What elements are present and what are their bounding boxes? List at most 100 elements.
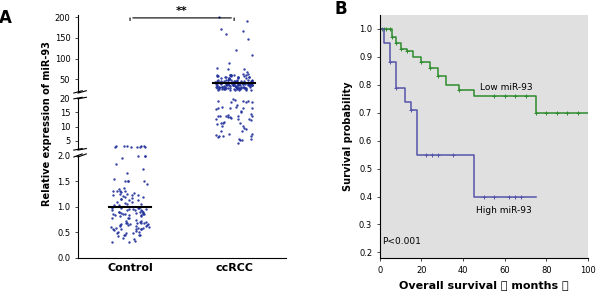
Point: [214, 87, 223, 92]
Point: [211, 84, 220, 89]
Point: [119, 233, 129, 238]
Point: [108, 211, 118, 216]
Point: [234, 86, 244, 91]
Point: [124, 212, 133, 217]
Point: [235, 137, 245, 142]
Point: [223, 115, 233, 119]
Point: [212, 82, 221, 87]
Point: [215, 87, 224, 92]
Point: [221, 85, 230, 90]
Point: [136, 226, 146, 231]
Point: [229, 83, 238, 88]
Point: [242, 86, 251, 91]
Point: [230, 79, 239, 83]
Point: [136, 207, 146, 212]
Point: [131, 229, 141, 233]
Point: [246, 82, 256, 87]
Point: [131, 226, 141, 231]
Point: [214, 85, 224, 90]
Point: [233, 79, 242, 83]
Text: **: **: [176, 6, 188, 16]
Point: [233, 76, 242, 81]
Point: [109, 202, 119, 207]
Point: [142, 206, 151, 211]
Point: [212, 82, 221, 87]
Point: [241, 81, 250, 86]
Point: [129, 191, 139, 196]
Point: [225, 73, 235, 77]
Point: [111, 161, 121, 166]
Point: [112, 143, 121, 148]
Point: [247, 82, 257, 87]
Point: [113, 234, 123, 239]
Point: [115, 222, 124, 227]
Point: [234, 82, 244, 87]
Point: [242, 69, 251, 74]
Point: [122, 220, 131, 225]
Point: [216, 79, 226, 84]
Point: [233, 117, 242, 122]
Point: [116, 197, 125, 202]
Point: [115, 214, 125, 219]
Point: [125, 206, 134, 211]
Point: [220, 87, 230, 92]
Point: [137, 212, 146, 217]
Point: [222, 81, 232, 85]
Point: [139, 144, 149, 148]
Point: [244, 77, 253, 82]
Point: [229, 82, 238, 87]
Point: [244, 116, 253, 121]
Point: [236, 79, 246, 84]
Point: [230, 79, 239, 83]
Point: [228, 83, 238, 88]
Point: [244, 80, 253, 85]
Point: [133, 221, 142, 226]
Point: [114, 203, 124, 208]
Point: [107, 215, 116, 220]
Point: [136, 221, 146, 226]
Point: [245, 75, 254, 80]
Point: [246, 137, 256, 142]
Point: [212, 81, 221, 85]
Point: [224, 83, 233, 88]
Point: [244, 75, 254, 80]
Point: [117, 155, 127, 160]
Point: [107, 239, 117, 244]
Point: [137, 209, 147, 214]
Point: [226, 116, 236, 121]
Point: [139, 178, 149, 183]
Point: [113, 230, 122, 235]
Point: [226, 115, 235, 120]
Point: [233, 81, 243, 86]
Point: [136, 143, 146, 148]
Point: [223, 82, 232, 86]
Y-axis label: Relative expression of miR-93: Relative expression of miR-93: [41, 41, 52, 206]
Point: [247, 134, 256, 138]
Point: [130, 208, 140, 213]
Point: [234, 87, 244, 92]
Point: [221, 74, 231, 79]
Point: [142, 182, 152, 186]
Point: [226, 74, 235, 78]
Point: [139, 195, 148, 200]
Point: [232, 80, 241, 85]
Point: [246, 111, 256, 116]
Point: [107, 206, 117, 211]
Point: [219, 86, 229, 91]
Point: [228, 96, 238, 101]
Point: [231, 47, 241, 52]
Point: [242, 73, 251, 78]
Point: [226, 100, 236, 104]
Point: [130, 239, 139, 244]
Point: [248, 114, 257, 118]
Point: [247, 77, 257, 82]
Point: [238, 72, 248, 77]
Point: [125, 221, 134, 226]
Point: [116, 205, 126, 210]
Point: [215, 85, 224, 90]
Point: [109, 227, 119, 232]
Point: [136, 220, 145, 225]
Point: [236, 109, 246, 113]
Point: [216, 129, 226, 134]
Point: [245, 84, 255, 89]
